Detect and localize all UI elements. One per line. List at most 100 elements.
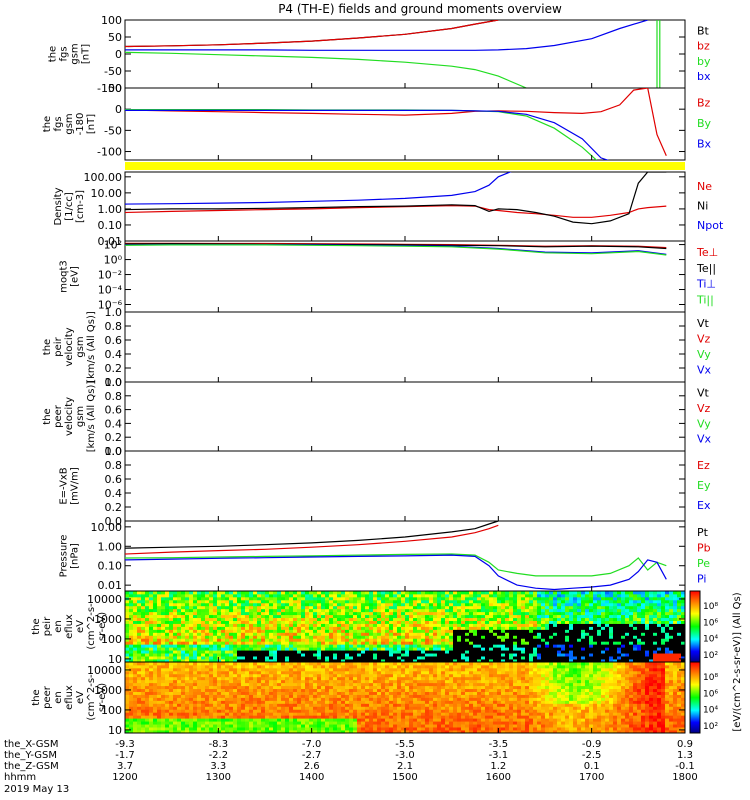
heatmap-cell <box>365 629 370 633</box>
heatmap-cell <box>325 656 330 660</box>
heatmap-cell <box>169 727 174 731</box>
heatmap-cell <box>493 602 498 607</box>
heatmap-cell <box>657 626 662 630</box>
heatmap-cell <box>573 626 578 630</box>
heatmap-cell <box>249 721 254 725</box>
heatmap-cell <box>181 676 186 681</box>
heatmap-cell <box>481 656 486 660</box>
heatmap-cell <box>297 599 302 604</box>
heatmap-cell <box>661 614 666 619</box>
heatmap-cell <box>189 712 194 716</box>
heatmap-cell <box>397 599 402 604</box>
heatmap-cell <box>605 632 610 636</box>
heatmap-cell <box>213 703 218 707</box>
heatmap-cell <box>137 694 142 698</box>
legend-entry: bz <box>697 40 710 53</box>
heatmap-cell <box>201 670 206 675</box>
heatmap-cell <box>561 656 566 660</box>
heatmap-cell <box>473 626 478 630</box>
heatmap-cell <box>269 685 274 690</box>
heatmap-cell <box>597 632 602 636</box>
heatmap-cell <box>245 703 250 707</box>
heatmap-cell <box>153 709 158 713</box>
heatmap-cell <box>601 602 606 607</box>
heatmap-cell <box>129 656 134 660</box>
heatmap-cell <box>285 614 290 619</box>
heatmap-cell <box>421 644 426 648</box>
heatmap-cell <box>337 662 342 666</box>
heatmap-cell <box>405 617 410 621</box>
heatmap-cell <box>333 709 338 713</box>
heatmap-cell <box>221 593 226 598</box>
heatmap-cell <box>413 659 418 663</box>
heatmap-cell <box>245 700 250 704</box>
heatmap-cell <box>201 730 206 734</box>
heatmap-cell <box>189 688 194 692</box>
heatmap-cell <box>173 593 178 598</box>
heatmap-cell <box>309 620 314 624</box>
heatmap-cell <box>273 617 278 621</box>
heatmap-cell <box>157 697 162 701</box>
heatmap-cell <box>237 670 242 675</box>
heatmap-cell <box>209 694 214 698</box>
heatmap-cell <box>209 635 214 639</box>
heatmap-cell <box>269 724 274 728</box>
heatmap-cell <box>493 644 498 648</box>
heatmap-cell <box>529 656 534 660</box>
heatmap-cell <box>241 712 246 716</box>
heatmap-cell <box>585 623 590 627</box>
heatmap-cell <box>333 659 338 663</box>
heatmap-cell <box>461 614 466 619</box>
heatmap-cell <box>153 617 158 621</box>
heatmap-cell <box>641 659 646 663</box>
heatmap-cell <box>573 611 578 616</box>
heatmap-cell <box>585 599 590 604</box>
heatmap-cell <box>185 650 190 654</box>
heatmap-cell <box>437 591 442 595</box>
heatmap-cell <box>225 715 230 719</box>
heatmap-cell <box>249 647 254 651</box>
heatmap-cell <box>325 730 330 734</box>
heatmap-cell <box>293 617 298 621</box>
heatmap-cell <box>321 718 326 722</box>
colorbar-tick-label: 10² <box>703 651 718 661</box>
heatmap-cell <box>225 635 230 639</box>
heatmap-cell <box>609 632 614 636</box>
heatmap-cell <box>317 721 322 725</box>
heatmap-cell <box>241 608 246 613</box>
heatmap-cell <box>537 647 542 651</box>
heatmap-cell <box>217 670 222 675</box>
heatmap-cell <box>257 647 262 651</box>
heatmap-cell <box>661 626 666 630</box>
heatmap-cell <box>653 602 658 607</box>
heatmap-cell <box>681 656 686 660</box>
heatmap-cell <box>661 644 666 648</box>
heatmap-cell <box>269 650 274 654</box>
heatmap-cell <box>273 667 278 672</box>
heatmap-cell <box>233 682 238 687</box>
heatmap-cell <box>333 629 338 633</box>
heatmap-cell <box>209 611 214 616</box>
heatmap-cell <box>157 667 162 672</box>
heatmap-cell <box>425 626 430 630</box>
heatmap-cell <box>253 653 258 657</box>
heatmap-cell <box>193 703 198 707</box>
heatmap-cell <box>345 653 350 657</box>
heatmap-cell <box>173 623 178 627</box>
heatmap-cell <box>125 694 130 698</box>
heatmap-cell <box>453 629 458 633</box>
heatmap-cell <box>317 650 322 654</box>
heatmap-cell <box>165 730 170 734</box>
heatmap-cell <box>197 626 202 630</box>
heatmap-cell <box>485 629 490 633</box>
heatmap-cell <box>229 629 234 633</box>
heatmap-cell <box>249 611 254 616</box>
heatmap-cell <box>157 721 162 725</box>
heatmap-cell <box>341 691 346 695</box>
heatmap-cell <box>205 688 210 692</box>
heatmap-cell <box>401 620 406 624</box>
heatmap-cell <box>353 659 358 663</box>
heatmap-cell <box>301 697 306 701</box>
heatmap-cell <box>645 605 650 610</box>
heatmap-cell <box>609 602 614 607</box>
